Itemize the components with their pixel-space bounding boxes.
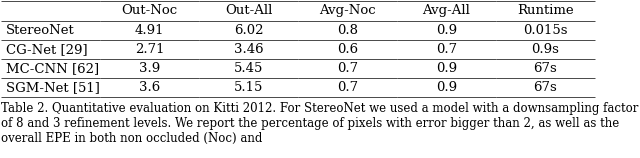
Text: Table 2. Quantitative evaluation on Kitti 2012. For StereoNet we used a model wi: Table 2. Quantitative evaluation on Kitt…	[1, 102, 639, 145]
